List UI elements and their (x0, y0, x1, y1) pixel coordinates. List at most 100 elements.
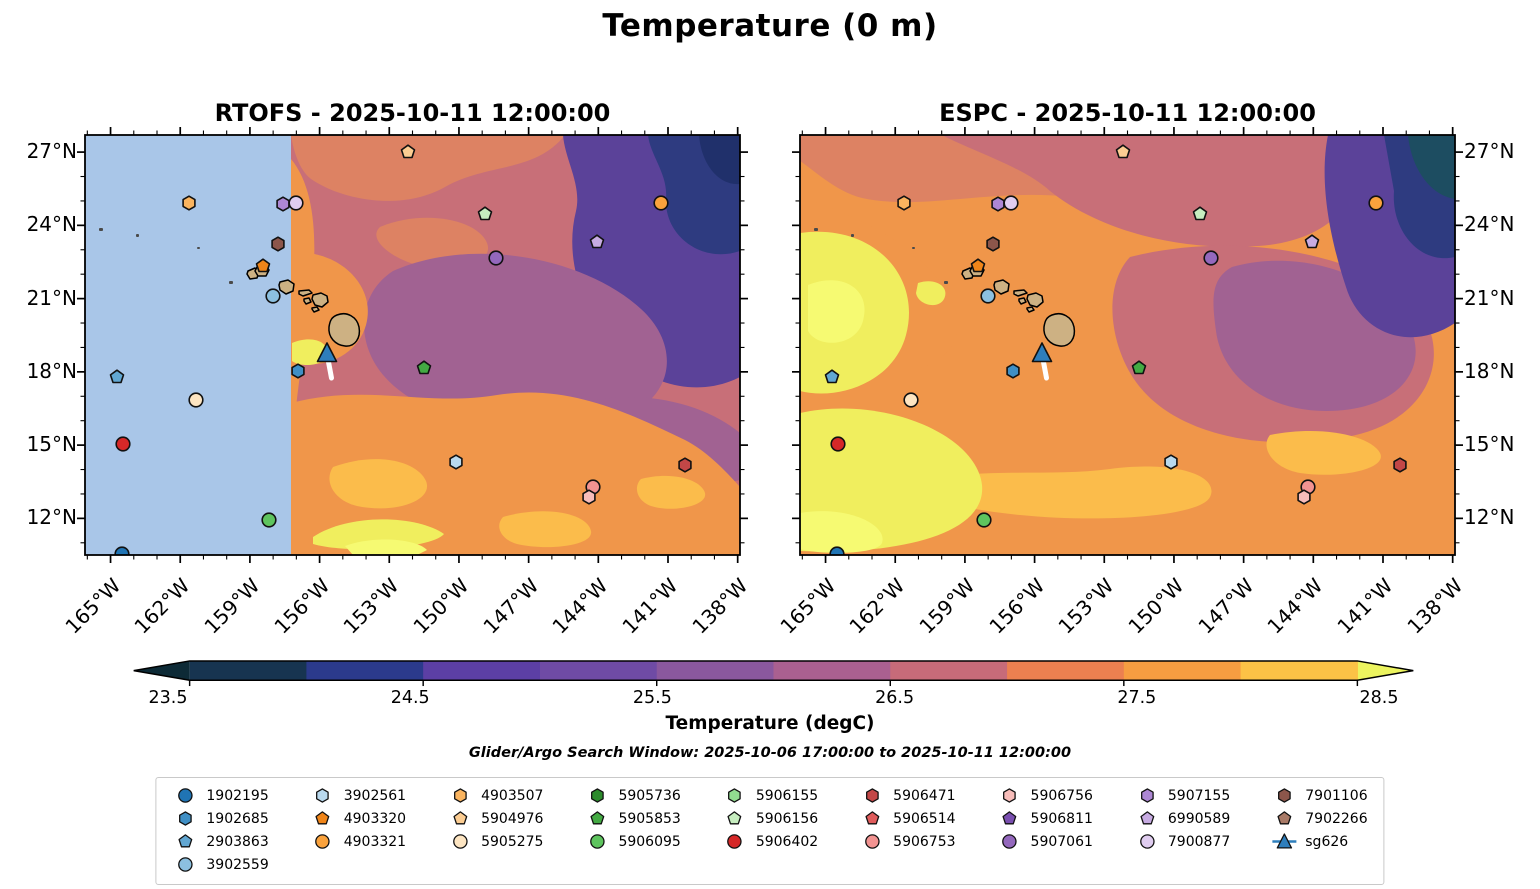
legend-item-label: sg626 (1305, 833, 1349, 850)
legend-item-5907061: 5907061 (997, 831, 1093, 852)
colorbar-over-arrow (1357, 660, 1414, 681)
circle-marker-icon (1139, 834, 1155, 849)
marker-5906756 (582, 489, 596, 505)
marker-5907155 (276, 196, 290, 212)
glider-track (1041, 359, 1049, 381)
legend-item-label: 5906471 (893, 787, 956, 804)
marker-4903321 (1368, 195, 1384, 211)
marker-5906471 (678, 457, 692, 473)
colorbar-tick-label-25.5: 25.5 (632, 688, 672, 708)
hexagon-marker-icon (865, 788, 879, 803)
lon-tick-label-150w: 150°W (408, 573, 474, 639)
legend-item-5905736: 5905736 (584, 785, 681, 806)
marker-5906402 (115, 436, 131, 452)
pentagon-marker-icon (315, 811, 330, 825)
legend-item-label: 5906156 (755, 810, 819, 827)
map-panel-espc (792, 127, 1463, 563)
lon-tick-label-159w: 159°W (914, 573, 980, 639)
legend-item-3902561: 3902561 (310, 785, 406, 806)
marker-5905275 (188, 392, 204, 408)
marker-6990589 (589, 234, 605, 249)
lon-tick-label-153w: 153°W (1053, 573, 1119, 639)
legend-item-label: 5907155 (1167, 787, 1231, 804)
colorbar-tick-label-26.5: 26.5 (875, 688, 915, 708)
legend-column-3: 4903507 5904976 5905275 (447, 785, 543, 875)
legend-column-5: 5906155 5906156 5906402 (722, 785, 818, 875)
lon-tick-label-165w: 165°W (775, 573, 841, 639)
marker-4903507 (897, 195, 911, 211)
lon-tick-label-153w: 153°W (338, 573, 404, 639)
marker-4903320 (970, 258, 986, 273)
lon-tick-label-156w: 156°W (984, 573, 1050, 639)
marker-5906471 (1393, 457, 1407, 473)
axis-ticks (77, 127, 748, 563)
marker-5906402 (830, 436, 846, 452)
legend-item-5906402: 5906402 (722, 831, 818, 852)
lat-tick-label-left-12n: 12°N (26, 505, 77, 530)
lat-tick-label-right-15n: 15°N (1464, 432, 1515, 457)
colorbar-segment (306, 660, 424, 681)
lat-tick-label-left-24n: 24°N (26, 212, 77, 237)
hexagon-marker-icon (316, 788, 330, 803)
colorbar-segment (539, 660, 658, 681)
hexagon-marker-icon (1003, 788, 1016, 803)
colorbar-under-arrow (133, 660, 190, 681)
legend-item-1902685: 1902685 (172, 808, 269, 829)
hexagon-marker-icon (1277, 788, 1291, 803)
marker-5906095 (976, 512, 992, 528)
legend-item-7901106: 7901106 (1271, 785, 1368, 806)
legend-columns: 1902195 1902685 2903863 3902559 3902561 49033… (172, 785, 1368, 875)
espc-map-svg (792, 127, 1463, 563)
legend-item-5906811: 5906811 (997, 808, 1093, 829)
lon-tick-label-141w: 141°W (617, 573, 683, 639)
legend-item-sg626: sg626 (1271, 831, 1367, 852)
lat-tick-label-left-15n: 15°N (26, 432, 77, 457)
marker-5907061 (488, 250, 504, 266)
pentagon-marker-icon (178, 834, 193, 848)
circle-marker-icon (590, 834, 605, 849)
colorbar-tick-label-27.5: 27.5 (1117, 688, 1157, 708)
colorbar-tick-label-28.5: 28.5 (1359, 688, 1399, 708)
colorbar-segment (1123, 660, 1242, 681)
legend-item-label: 5906402 (755, 833, 819, 850)
legend-item-label: 3902561 (343, 787, 407, 804)
main-title: Temperature (0 m) (602, 8, 938, 44)
panel-title-rtofs: RTOFS - 2025-10-11 12:00:00 (214, 99, 611, 127)
lat-tick-label-right-24n: 24°N (1464, 212, 1515, 237)
legend-item-4903320: 4903320 (310, 808, 406, 829)
hexagon-marker-icon (728, 788, 742, 803)
panel-frame (799, 134, 1456, 556)
marker-6990589 (1304, 234, 1320, 249)
colorbar (110, 660, 1437, 687)
legend-item-3902559: 3902559 (172, 854, 269, 875)
marker-3902559 (265, 288, 281, 304)
legend-item-6990589: 6990589 (1134, 808, 1230, 829)
lon-tick-label-144w: 144°W (1262, 573, 1328, 639)
circle-marker-icon (727, 834, 743, 849)
pentagon-marker-icon (1139, 811, 1154, 825)
marker-5905275 (903, 392, 919, 408)
legend-item-5906155: 5906155 (722, 785, 818, 806)
marker-5906095 (261, 512, 277, 528)
lon-tick-label-150w: 150°W (1123, 573, 1189, 639)
colorbar-segment (773, 660, 891, 681)
lat-tick-label-left-21n: 21°N (26, 285, 77, 310)
circle-marker-icon (452, 834, 468, 849)
glider-track (326, 359, 334, 381)
map-panel-rtofs (77, 127, 748, 563)
marker-4903321 (653, 195, 669, 211)
legend-item-5905275: 5905275 (447, 831, 543, 852)
colorbar-segment (656, 660, 775, 681)
triangle-marker-icon (1272, 833, 1297, 849)
marker-1902685 (1006, 363, 1020, 379)
colorbar-segment (423, 660, 541, 681)
lon-tick-label-147w: 147°W (478, 573, 544, 639)
marker-5907061 (1203, 250, 1219, 266)
colorbar-segment (890, 660, 1008, 681)
legend-column-7: 5906756 5906811 5907061 (997, 785, 1093, 875)
hexagon-marker-icon (591, 788, 604, 803)
legend-item-5906514: 5906514 (859, 808, 956, 829)
marker-sg626 (316, 342, 338, 363)
lon-tick-label-141w: 141°W (1332, 573, 1398, 639)
